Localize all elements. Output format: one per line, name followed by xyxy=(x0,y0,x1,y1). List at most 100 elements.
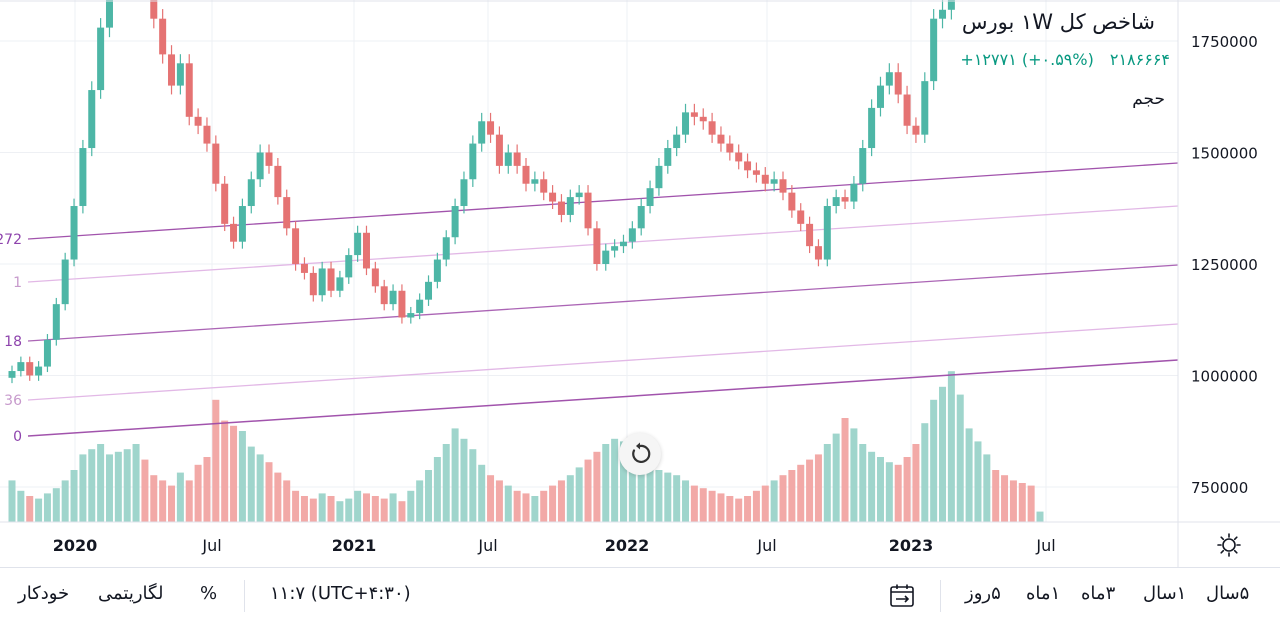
candle-body xyxy=(318,268,326,296)
volume-bar xyxy=(664,472,672,522)
volume-bar xyxy=(123,449,131,522)
candle-body xyxy=(88,90,96,149)
candle-body xyxy=(460,179,468,207)
candle-body xyxy=(885,72,893,86)
candle-body xyxy=(159,18,167,55)
volume-bar xyxy=(628,449,636,522)
volume-bar xyxy=(221,420,229,522)
volume-bar xyxy=(168,485,176,522)
timezone-clock[interactable]: ۱۱:۷ (UTC+۴:۳۰) xyxy=(270,583,411,604)
x-tick-label: Jul xyxy=(756,536,776,555)
candle-body xyxy=(921,81,929,135)
candle-body xyxy=(637,206,645,229)
x-tick-label: 2020 xyxy=(53,536,98,555)
candle-body xyxy=(8,371,16,378)
candle-body xyxy=(876,85,884,108)
range-3m-button[interactable]: ۳ماه xyxy=(1081,583,1116,604)
price-chart[interactable]: 272118360 275000025000002250000200000017… xyxy=(0,0,1280,567)
volume-bar xyxy=(770,480,778,522)
volume-legend-label: حجم xyxy=(1132,89,1165,109)
volume-bar xyxy=(708,490,716,522)
volume-bar xyxy=(345,498,353,522)
volume-bar xyxy=(699,488,707,522)
volume-bar xyxy=(531,496,539,522)
volume-bar xyxy=(97,444,105,522)
candle-body xyxy=(442,237,450,260)
candle-body xyxy=(664,148,672,166)
candle-body xyxy=(593,228,601,264)
candle-body xyxy=(894,72,902,95)
range-1m-button[interactable]: ۱ماه xyxy=(1026,583,1061,604)
rotate-ccw-icon xyxy=(632,442,651,463)
candle-body xyxy=(549,192,557,202)
volume-bar xyxy=(673,475,681,522)
candle-body xyxy=(690,112,698,117)
candle-body xyxy=(540,179,548,193)
gear-icon[interactable] xyxy=(1216,532,1242,558)
candle-body xyxy=(168,54,176,86)
volume-bar xyxy=(593,451,601,522)
volume-bar xyxy=(212,399,220,522)
fib-level-label: 0 xyxy=(13,429,22,445)
volume-bar xyxy=(416,480,424,522)
volume-bar xyxy=(487,475,495,522)
x-tick-label: Jul xyxy=(1035,536,1055,555)
date-range-icon[interactable] xyxy=(888,583,916,609)
candle-body xyxy=(930,18,938,82)
candle-body xyxy=(850,183,858,202)
volume-bar xyxy=(309,498,317,522)
log-scale-button[interactable]: لگاریتمی xyxy=(98,583,164,604)
volume-bar xyxy=(105,454,113,522)
volume-bar xyxy=(956,394,964,522)
volume-bar xyxy=(159,480,167,522)
volume-bar xyxy=(717,493,725,522)
volume-bar xyxy=(460,438,468,522)
candle-body xyxy=(221,183,229,224)
candle-body xyxy=(744,161,752,171)
chart-axes: 2750000250000022500002000000175000015000… xyxy=(0,0,1280,567)
volume-bar xyxy=(230,425,238,522)
volume-bar xyxy=(495,480,503,522)
volume-bar xyxy=(584,459,592,522)
range-1y-button[interactable]: ۱سال xyxy=(1143,583,1187,604)
volume-bar xyxy=(637,457,645,522)
volume-bar xyxy=(433,457,441,522)
candle-body xyxy=(17,362,25,372)
range-5d-button[interactable]: ۵روز xyxy=(965,583,1001,604)
candle-body xyxy=(398,290,406,318)
auto-scale-button[interactable]: خودکار xyxy=(18,583,70,604)
percent-scale-button[interactable]: % xyxy=(200,583,218,604)
candle-body xyxy=(309,272,317,296)
candle-body xyxy=(478,121,486,144)
volume-bar xyxy=(566,475,574,522)
symbol-title: شاخص کل ۱W بورس xyxy=(961,10,1155,34)
volume-bar xyxy=(744,496,752,522)
chart-grid xyxy=(0,0,1178,522)
candle-body xyxy=(531,179,539,184)
volume-bar xyxy=(602,444,610,522)
candle-body xyxy=(362,232,370,269)
candle-body xyxy=(61,259,69,305)
candle-body xyxy=(345,255,353,278)
candle-body xyxy=(274,165,282,198)
candle-body xyxy=(868,107,876,149)
volume-bar xyxy=(371,496,379,522)
candle-body xyxy=(487,121,495,135)
candle-body xyxy=(726,143,734,153)
reset-chart-button[interactable] xyxy=(619,433,661,475)
volume-bar xyxy=(141,459,149,522)
fib-channel-lines: 272 1 18 36 0 xyxy=(0,162,1179,445)
volume-bar xyxy=(389,493,397,522)
candle-body xyxy=(79,148,87,207)
x-tick-label: Jul xyxy=(201,536,221,555)
price-change-value: +۱۲۷۷۱ (+۰.۵۹%) xyxy=(960,50,1094,69)
toolbar-divider xyxy=(244,580,245,612)
candle-body xyxy=(708,121,716,135)
candle-body xyxy=(283,197,291,229)
candle-body xyxy=(469,143,477,180)
candle-body xyxy=(841,197,849,202)
candle-body xyxy=(371,268,379,287)
volume-bar xyxy=(540,490,548,522)
range-5y-button[interactable]: ۵سال xyxy=(1206,583,1250,604)
candle-body xyxy=(203,125,211,144)
